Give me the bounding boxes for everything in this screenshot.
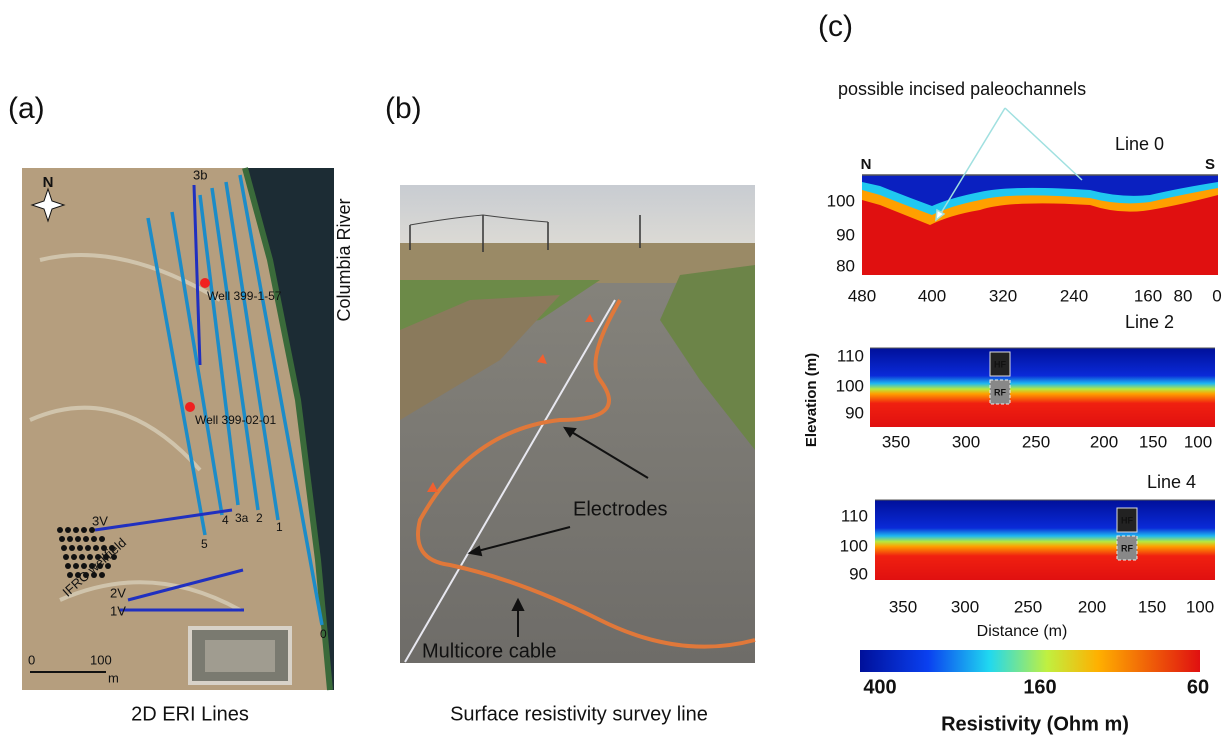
well-dot: [61, 545, 67, 551]
well-dot: [59, 536, 65, 542]
well-dot: [83, 536, 89, 542]
y-tick-label: 90: [836, 225, 855, 244]
x-tick-label: 250: [1014, 597, 1042, 616]
colorbar-tick: 60: [1187, 676, 1209, 698]
well-dot: [99, 536, 105, 542]
y-tick-label: 110: [837, 346, 864, 365]
y-tick-label: 80: [836, 256, 855, 275]
panel-label: (a): [8, 92, 45, 125]
map-label: 4: [222, 513, 229, 527]
y-tick-label: 100: [840, 536, 868, 555]
well-dot: [93, 545, 99, 551]
map-label: 2V: [110, 585, 126, 600]
well-dot: [67, 536, 73, 542]
well-dot: [79, 554, 85, 560]
annotation: Electrodes: [573, 498, 668, 520]
well-dot: [71, 554, 77, 560]
x-tick-label: 100: [1186, 597, 1214, 616]
annotation: possible incised paleochannels: [838, 79, 1086, 99]
well-dot: [81, 527, 87, 533]
well-label: RF: [1121, 543, 1133, 553]
x-tick-label: 100: [1184, 432, 1212, 451]
map-label: 5: [201, 537, 208, 551]
x-tick-label: 320: [989, 286, 1017, 305]
x-tick-label: 400: [918, 286, 946, 305]
x-tick-label: 250: [1022, 432, 1050, 451]
well-dot: [73, 563, 79, 569]
caption: 2D ERI Lines: [131, 703, 249, 725]
map-label: 3a: [235, 511, 249, 525]
well-dot: [85, 545, 91, 551]
scale-label: 100: [90, 652, 112, 667]
map-label: 0: [320, 627, 327, 641]
figure: HF RF HF RF (a) N 3b Columbia River Well 399-1-…: [0, 0, 1231, 744]
y-tick-label: 90: [849, 564, 868, 583]
y-tick-label: 110: [841, 506, 868, 525]
y-tick-label: 100: [827, 191, 855, 210]
x-tick-label: 240: [1060, 286, 1088, 305]
well-dot: [73, 527, 79, 533]
map-label: 3b: [193, 167, 207, 182]
photo: [400, 185, 755, 663]
map-label: 1: [276, 520, 283, 534]
map-label: Well 399-02-01: [195, 413, 276, 427]
x-tick-label: 480: [848, 286, 876, 305]
annotation: Multicore cable: [422, 640, 557, 662]
well-dot: [69, 545, 75, 551]
well-label: HF: [994, 359, 1006, 369]
scale-label: 0: [28, 652, 35, 667]
axis-label: Distance (m): [977, 623, 1068, 640]
well-dot: [75, 536, 81, 542]
colorbar-tick: 400: [863, 676, 896, 698]
x-tick-label: 300: [951, 597, 979, 616]
x-tick-label: 300: [952, 432, 980, 451]
panel-label: (c): [818, 10, 853, 43]
x-tick-label: 160: [1134, 286, 1162, 305]
map-label: Columbia River: [334, 198, 354, 321]
well-dot: [77, 545, 83, 551]
map-label: Well 399-1-57: [207, 289, 282, 303]
x-tick-label: 0: [1212, 286, 1221, 305]
x-tick-label: 350: [882, 432, 910, 451]
well-dot: [91, 536, 97, 542]
colorbar-tick: 160: [1023, 676, 1056, 698]
well-label: RF: [994, 387, 1006, 397]
scale-label: m: [108, 670, 119, 685]
y-tick-label: 100: [836, 376, 864, 395]
x-tick-label: 350: [889, 597, 917, 616]
well-dot: [65, 563, 71, 569]
section-title: Line 2: [1125, 312, 1174, 332]
well-dot: [63, 554, 69, 560]
section-title: Line 4: [1147, 472, 1196, 492]
map: [22, 168, 334, 690]
north-label: N: [43, 174, 54, 191]
well-dot: [65, 527, 71, 533]
well-dot: [99, 572, 105, 578]
x-tick-label: 200: [1090, 432, 1118, 451]
x-tick-label: 80: [1174, 286, 1193, 305]
end-label: S: [1205, 156, 1215, 173]
panel-label: (b): [385, 92, 422, 125]
x-tick-label: 150: [1138, 597, 1166, 616]
y-tick-label: 90: [845, 403, 864, 422]
well-dot: [57, 527, 63, 533]
section-title: Line 0: [1115, 134, 1164, 154]
x-tick-label: 200: [1078, 597, 1106, 616]
caption: Surface resistivity survey line: [450, 703, 708, 725]
map-label: 3V: [92, 513, 108, 528]
map-label: 2: [256, 511, 263, 525]
x-tick-label: 150: [1139, 432, 1167, 451]
end-label: N: [861, 156, 872, 173]
well-label: HF: [1121, 515, 1133, 525]
sections: HF RF HF RF: [860, 108, 1218, 672]
axis-label: Elevation (m): [803, 353, 820, 447]
colorbar-label: Resistivity (Ohm m): [941, 713, 1129, 735]
map-label: 1V: [110, 603, 126, 618]
